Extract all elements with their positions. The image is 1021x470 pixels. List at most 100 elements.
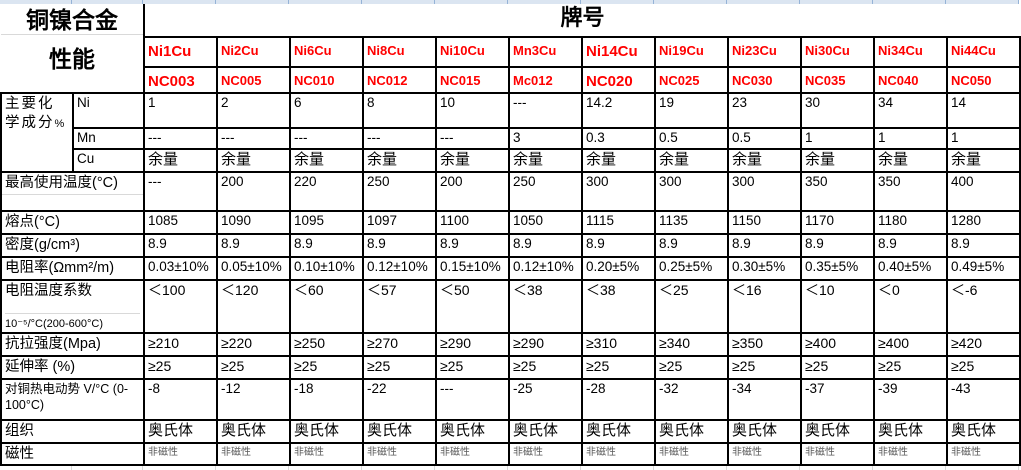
temp_coeff-cell: ＜57 (362, 278, 437, 334)
magnetism-cell: 非磁性 (873, 441, 948, 467)
gridline-segment (0, 466, 72, 470)
codes-cell: NC012 (362, 65, 437, 95)
temp_coeff-cell: ＜60 (289, 278, 364, 334)
elongation-cell: ≥25 (873, 354, 948, 380)
codes-cell: NC005 (216, 65, 291, 95)
max_temp-cell: 400 (945, 171, 1021, 212)
gridline-segment (143, 466, 216, 470)
ni-cell: 1 (143, 92, 218, 130)
row-sublabel-ni: Ni (72, 92, 145, 130)
max_temp-cell: --- (143, 171, 218, 212)
gridline-segment (581, 466, 654, 470)
melting-cell: 1095 (289, 210, 364, 235)
table-title-cell: 铜镍合金 性能 (1, 4, 145, 95)
melting-cell: 1135 (654, 210, 729, 235)
temp_coeff-cell: ＜120 (216, 278, 291, 334)
elongation-cell: ≥25 (216, 354, 291, 380)
emf-cell: -39 (873, 377, 948, 421)
grades-cell: Ni19Cu (654, 35, 729, 68)
gridline-segment (72, 466, 143, 470)
tensile-cell: ≥340 (654, 331, 729, 357)
codes-cell: NC035 (800, 65, 875, 95)
grade-header: 牌号 (142, 4, 1021, 38)
gridline-segment (873, 466, 946, 470)
grades-cell: Ni30Cu (800, 35, 875, 68)
row-label-melting-point: 熔点(°C) (0, 210, 145, 235)
gridline-segment (654, 466, 727, 470)
melting-cell: 1115 (581, 210, 656, 235)
ni-cell: 30 (800, 92, 875, 130)
cu-cell: 余量 (873, 148, 948, 173)
structure-cell: 奥氏体 (581, 418, 656, 444)
gridline-segment (508, 0, 581, 4)
codes-cell: NC025 (654, 65, 729, 95)
emf-cell: -8 (143, 377, 218, 421)
row-label-tensile-strength: 抗拉强度(Mpa) (0, 331, 145, 357)
tensile-cell: ≥290 (508, 331, 583, 357)
gridline-segment (727, 466, 800, 470)
gridline-segment (289, 466, 362, 470)
tensile-cell: ≥250 (289, 331, 364, 357)
emf-cell: -28 (581, 377, 656, 421)
emf-cell: -34 (727, 377, 802, 421)
gridline-segment (362, 466, 435, 470)
grades-cell: Ni6Cu (289, 35, 364, 68)
mn-cell: 1 (800, 127, 875, 151)
max_temp-cell: 300 (581, 171, 656, 212)
structure-cell: 奥氏体 (216, 418, 291, 444)
density-cell: 8.9 (945, 232, 1021, 258)
temp_coeff-cell: ＜-6 (945, 278, 1021, 334)
elongation-cell: ≥25 (800, 354, 875, 380)
ni-cell: 23 (727, 92, 802, 130)
structure-cell: 奥氏体 (143, 418, 218, 444)
elongation-cell: ≥25 (508, 354, 583, 380)
max_temp-cell: 200 (216, 171, 291, 212)
resistivity-cell: 0.30±5% (727, 255, 802, 281)
mn-cell: --- (362, 127, 437, 151)
emf-cell: -12 (216, 377, 291, 421)
density-cell: 8.9 (435, 232, 510, 258)
melting-cell: 1180 (873, 210, 948, 235)
density-cell: 8.9 (581, 232, 656, 258)
magnetism-cell: 非磁性 (945, 441, 1021, 467)
cu-cell: 余量 (216, 148, 291, 173)
structure-cell: 奥氏体 (873, 418, 948, 444)
temp_coeff-cell: ＜25 (654, 278, 729, 334)
tensile-cell: ≥290 (435, 331, 510, 357)
temp_coeff-cell: ＜0 (873, 278, 948, 334)
emf-cell: -43 (945, 377, 1021, 421)
tensile-cell: ≥310 (581, 331, 656, 357)
mn-cell: 0.5 (654, 127, 729, 151)
codes-cell: NC030 (727, 65, 802, 95)
cu-cell: 余量 (800, 148, 875, 173)
table-title-line1: 铜镍合金 (1, 4, 142, 35)
magnetism-cell: 非磁性 (143, 441, 218, 467)
mn-cell: --- (143, 127, 218, 151)
emf-cell: -37 (800, 377, 875, 421)
cu-cell: 余量 (727, 148, 802, 173)
gridline-segment (727, 0, 800, 4)
magnetism-cell: 非磁性 (362, 441, 437, 467)
gridline-segment (289, 0, 362, 4)
density-cell: 8.9 (654, 232, 729, 258)
temp-coefficient-label-line1: 电阻温度系数 (5, 282, 140, 314)
density-cell: 8.9 (727, 232, 802, 258)
row-label-max-temp: 最高使用温度(°C) (0, 171, 145, 212)
grades-cell: Ni44Cu (945, 35, 1021, 68)
table-title-line2: 性能 (49, 46, 95, 72)
emf-cell: --- (435, 377, 510, 421)
structure-cell: 奥氏体 (727, 418, 802, 444)
max_temp-cell: 350 (800, 171, 875, 212)
codes-cell: NC040 (873, 65, 948, 95)
max_temp-cell: 250 (362, 171, 437, 212)
magnetism-cell: 非磁性 (800, 441, 875, 467)
max_temp-cell: 300 (727, 171, 802, 212)
magnetism-cell: 非磁性 (654, 441, 729, 467)
codes-cell: NC010 (289, 65, 364, 95)
grades-cell: Ni1Cu (143, 35, 218, 68)
melting-cell: 1050 (508, 210, 583, 235)
ni-cell: 14.2 (581, 92, 656, 130)
cu-cell: 余量 (143, 148, 218, 173)
row-label-thermal-emf: 对铜热电动势 V/°C (0-100°C) (0, 377, 145, 421)
gridline-segment (435, 466, 508, 470)
